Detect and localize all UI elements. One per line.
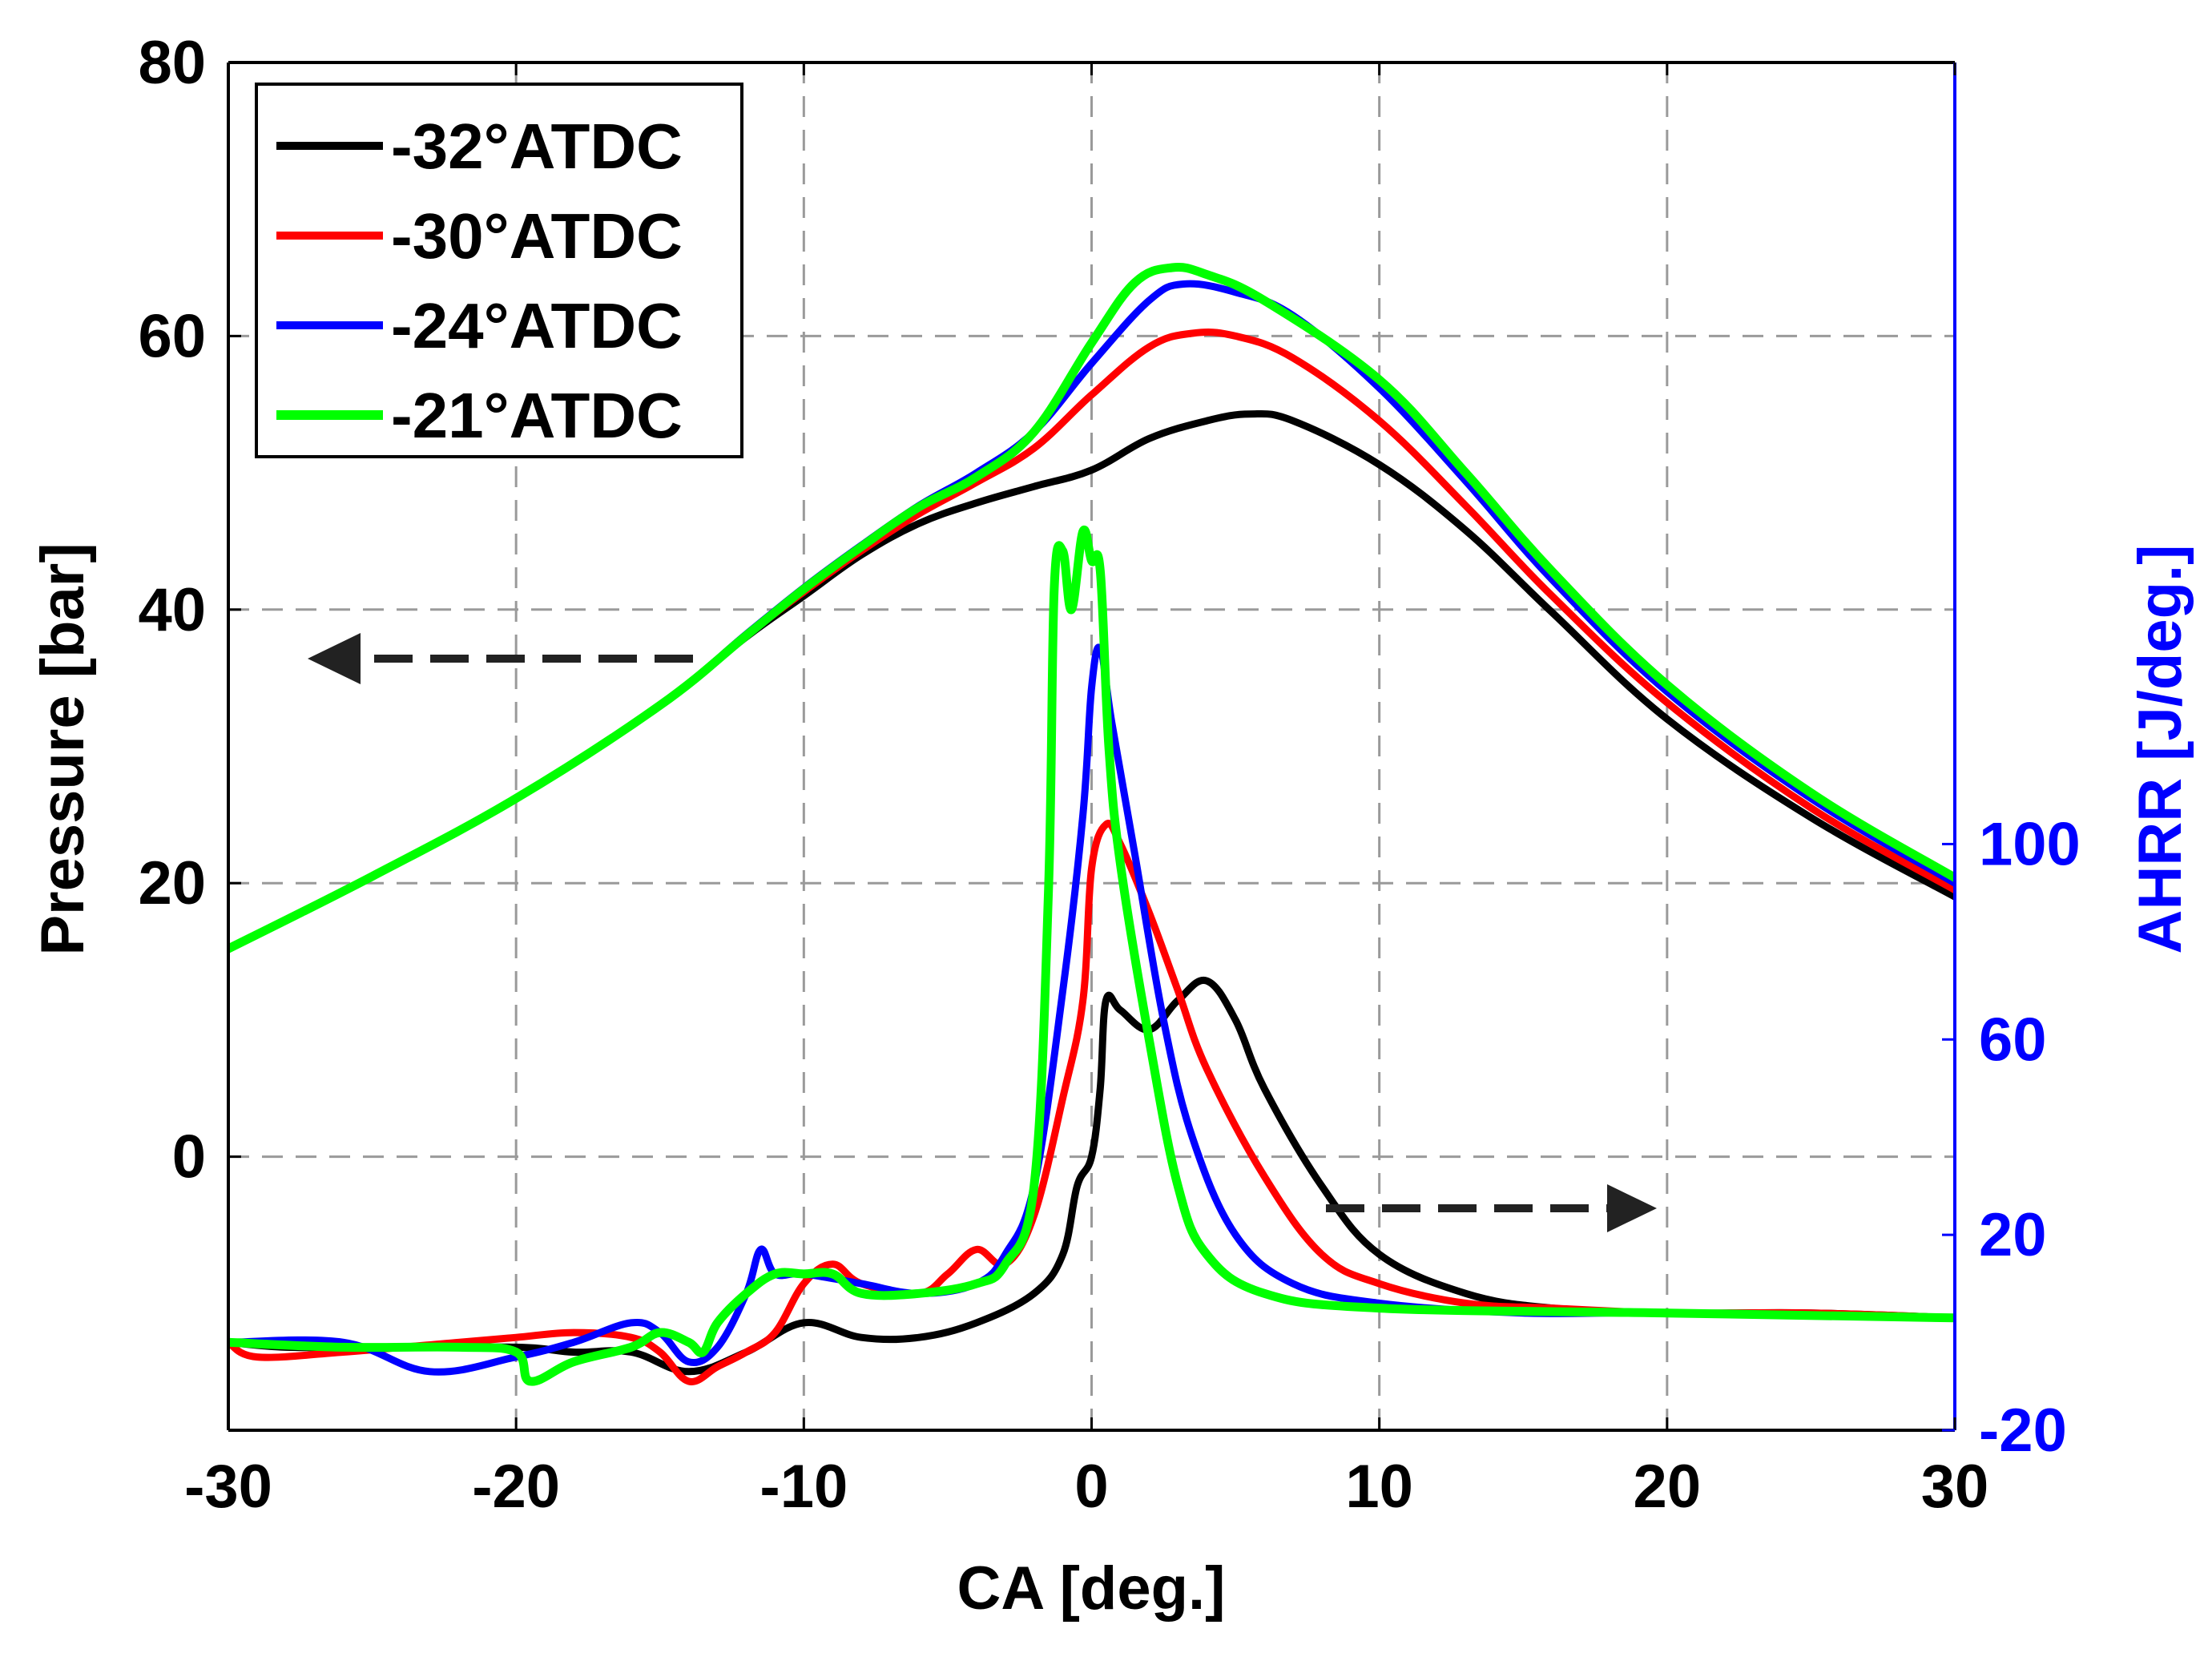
legend-label-series-4: -21°ATDC (391, 380, 683, 451)
right-axis-title: AHRR [J/deg.] (2126, 545, 2194, 954)
right-tick-label: 20 (1979, 1201, 2047, 1269)
ahrr-line-series-2 (228, 820, 1955, 1385)
legend-label-series-3: -24°ATDC (391, 290, 683, 361)
left-tick-label: 40 (138, 576, 206, 644)
x-tick-label: 10 (1345, 1453, 1413, 1521)
x-axis-title: CA [deg.] (957, 1554, 1226, 1623)
left-tick-label: 80 (138, 29, 206, 97)
axes (227, 61, 1956, 1432)
series-group (228, 263, 1955, 1386)
x-tick-label: 30 (1921, 1453, 1989, 1521)
left-arrow-annotation (308, 633, 693, 684)
legend: -32°ATDC -30°ATDC -24°ATDC -21°ATDC (255, 83, 743, 458)
x-tick-label: -30 (184, 1453, 272, 1521)
right-tick-label: 100 (1979, 810, 2081, 878)
right-arrow-annotation (1326, 1184, 1657, 1232)
ahrr-line-series-4 (228, 525, 1955, 1386)
ahrr-line-series-3 (228, 643, 1955, 1376)
legend-label-series-2: -30°ATDC (391, 200, 683, 272)
right-tick-label: -20 (1979, 1397, 2067, 1465)
x-tick-label: -20 (472, 1453, 560, 1521)
tick-labels: -30 -20 -10 0 10 20 30 0 20 40 60 80 -20 20 60 100 (138, 29, 2080, 1521)
x-tick-label: 0 (1074, 1453, 1108, 1521)
left-tick-label: 0 (172, 1123, 206, 1191)
left-tick-label: 60 (138, 302, 206, 370)
left-tick-label: 20 (138, 849, 206, 917)
legend-label-series-1: -32°ATDC (391, 111, 683, 182)
left-axis-title: Pressure [bar] (29, 542, 97, 955)
x-tick-label: -10 (759, 1453, 848, 1521)
x-tick-label: 20 (1634, 1453, 1702, 1521)
right-tick-label: 60 (1979, 1006, 2047, 1074)
pressure-line-series-4 (228, 263, 1955, 953)
